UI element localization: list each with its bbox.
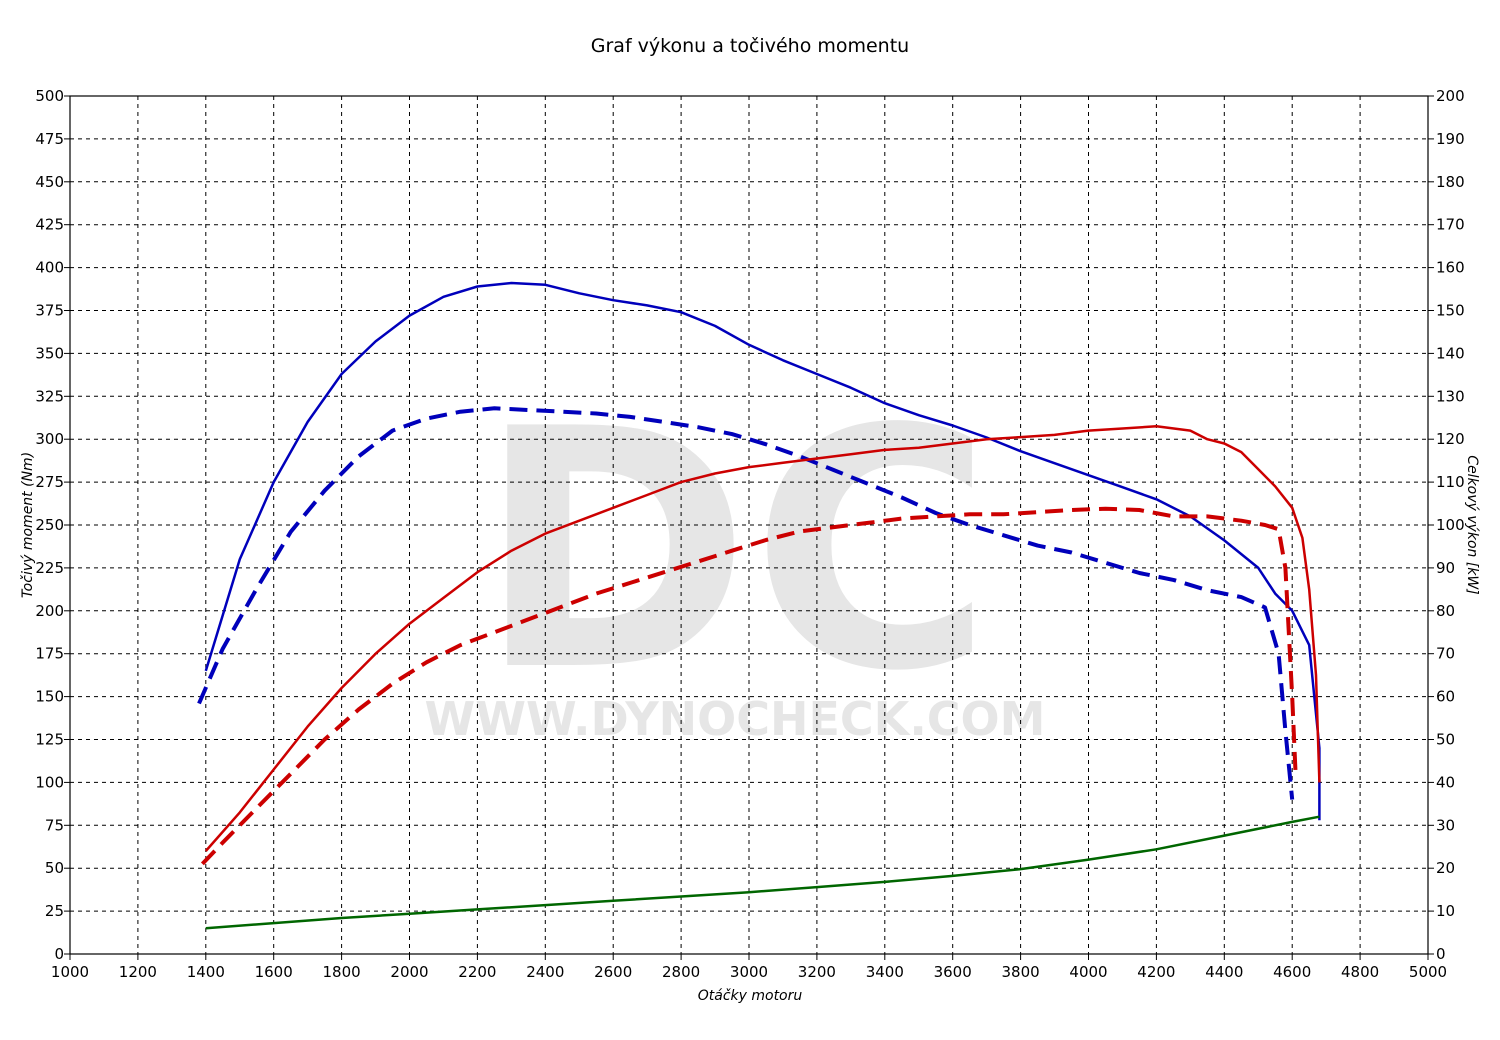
y2-tick-label: 10 [1436, 902, 1455, 920]
y2-tick-label: 60 [1436, 688, 1455, 706]
y-tick-label: 75 [45, 816, 64, 834]
ticks: 1000 1200 1400 1600 1800 2000 2200 2400 2600 2800… [35, 87, 1464, 981]
y-tick-label: 350 [35, 344, 64, 362]
series-line-4 [205, 815, 1320, 930]
y2-tick-label: 140 [1436, 344, 1465, 362]
y-tick-label: 450 [35, 173, 64, 191]
y-tick-label: 250 [35, 516, 64, 534]
y2-tick-label: 80 [1436, 602, 1455, 620]
y-tick-label: 200 [35, 602, 64, 620]
x-tick-label: 2200 [458, 963, 496, 981]
series-group [197, 281, 1321, 930]
y2-tick-label: 120 [1436, 430, 1465, 448]
y2-tick-label: 70 [1436, 645, 1455, 663]
y-tick-label: 325 [35, 387, 64, 405]
y-tick-label: 375 [35, 302, 64, 320]
y2-tick-label: 20 [1436, 859, 1455, 877]
y-tick-label: 500 [35, 87, 64, 105]
x-tick-label: 4600 [1273, 963, 1311, 981]
y2-tick-label: 0 [1436, 945, 1446, 963]
y-tick-label: 150 [35, 688, 64, 706]
x-tick-label: 1800 [323, 963, 361, 981]
y2-tick-label: 90 [1436, 559, 1455, 577]
y2-tick-label: 170 [1436, 216, 1465, 234]
series-line-2 [204, 425, 1321, 852]
y-tick-label: 425 [35, 216, 64, 234]
x-axis-label: Otáčky motoru [698, 988, 803, 1004]
y-tick-label: 175 [35, 645, 64, 663]
grid [70, 96, 1428, 954]
y-tick-label: 275 [35, 473, 64, 491]
y2-tick-label: 50 [1436, 731, 1455, 749]
y-tick-label: 100 [35, 773, 64, 791]
x-tick-label: 1000 [51, 963, 89, 981]
x-tick-label: 3400 [866, 963, 904, 981]
chart-title: Graf výkonu a točivého momentu [591, 35, 909, 57]
y2-axis-label: Celkový výkon [kW] [1464, 455, 1480, 594]
y-tick-label: 400 [35, 259, 64, 277]
y-tick-label: 25 [45, 902, 64, 920]
x-tick-label: 2800 [662, 963, 700, 981]
x-tick-label: 5000 [1409, 963, 1447, 981]
x-tick-label: 2600 [594, 963, 632, 981]
x-tick-label: 4400 [1205, 963, 1243, 981]
y-tick-label: 50 [45, 859, 64, 877]
y2-tick-label: 30 [1436, 816, 1455, 834]
y2-tick-label: 180 [1436, 173, 1465, 191]
y2-tick-label: 150 [1436, 302, 1465, 320]
y-tick-label: 225 [35, 559, 64, 577]
x-tick-label: 3800 [1002, 963, 1040, 981]
x-tick-label: 3200 [798, 963, 836, 981]
x-tick-label: 4000 [1069, 963, 1107, 981]
y2-tick-label: 40 [1436, 773, 1455, 791]
y2-tick-label: 110 [1436, 473, 1465, 491]
y-axis-label: Točivý moment (Nm) [20, 452, 36, 598]
y-tick-label: 300 [35, 430, 64, 448]
x-tick-label: 3000 [730, 963, 768, 981]
x-tick-label: 2000 [390, 963, 428, 981]
y2-tick-label: 190 [1436, 130, 1465, 148]
series-line-0 [204, 281, 1321, 821]
x-tick-label: 3600 [934, 963, 972, 981]
y2-tick-label: 160 [1436, 259, 1465, 277]
x-tick-label: 1600 [255, 963, 293, 981]
series-line-3 [200, 506, 1298, 866]
y-tick-label: 125 [35, 731, 64, 749]
x-tick-label: 1400 [187, 963, 225, 981]
y2-tick-label: 200 [1436, 87, 1465, 105]
y2-tick-label: 100 [1436, 516, 1465, 534]
series-line-1 [197, 406, 1295, 800]
y2-tick-label: 130 [1436, 387, 1465, 405]
x-tick-label: 4800 [1341, 963, 1379, 981]
x-tick-label: 2400 [526, 963, 564, 981]
x-tick-label: 1200 [119, 963, 157, 981]
x-tick-label: 4200 [1137, 963, 1175, 981]
y-tick-label: 0 [54, 945, 64, 963]
watermark-url: WWW.DYNOCHECK.COM [425, 692, 1046, 746]
watermark: DC WWW.DYNOCHECK.COM [425, 359, 1046, 746]
y-tick-label: 475 [35, 130, 64, 148]
